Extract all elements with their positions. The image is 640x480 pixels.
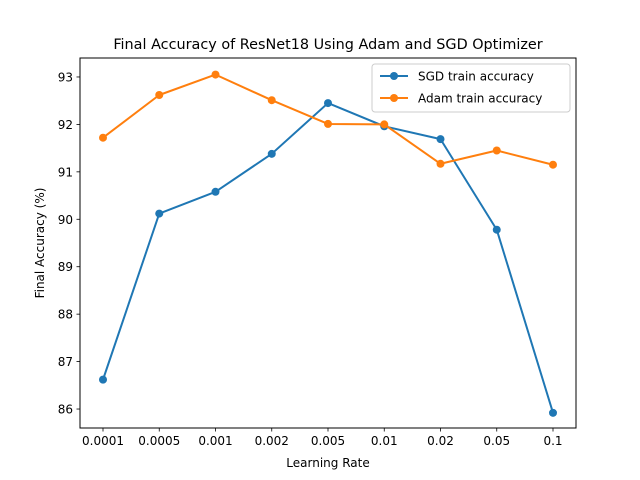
legend-label: SGD train accuracy [418,70,534,84]
data-point-adam [267,96,276,105]
data-point-sgd [549,408,557,417]
legend-box [371,63,571,113]
data-point-adam [436,159,445,168]
y-axis: 86 87 88 89 90 91 92 93 [58,70,80,417]
data-point-adam [492,146,501,155]
x-tick-label: 0.02 [427,434,454,448]
data-point-adam [99,133,107,142]
x-axis-label: Learning Rate [286,456,369,470]
y-tick-label: 92 [58,118,73,132]
data-point-sgd [155,209,164,218]
y-tick-label: 90 [58,213,73,227]
x-tick-label: 0.002 [255,434,289,448]
data-point-adam [155,91,164,99]
y-tick-label: 91 [58,165,73,179]
data-point-sgd [99,375,107,384]
x-tick-label: 0.0001 [82,434,124,448]
x-tick-label: 0.01 [371,434,398,448]
data-point-sgd [492,225,501,234]
chart-title: Final Accuracy of ResNet18 Using Adam an… [113,37,542,53]
data-point-adam [549,160,557,169]
data-point-adam [211,70,220,79]
y-axis-label: Final Accuracy (%) [33,188,47,299]
x-tick-label: 0.0005 [138,434,180,448]
data-point-sgd [324,99,332,108]
data-point-adam [324,119,332,128]
data-point-sgd [267,149,276,158]
x-tick-label: 0.001 [198,434,232,448]
x-tick-label: 0.005 [311,434,345,448]
data-point-sgd [211,187,220,196]
x-tick-label: 0.05 [483,434,510,448]
legend-swatch-marker [390,72,398,80]
x-tick-label: 0.1 [543,434,562,448]
y-tick-label: 89 [58,260,73,274]
legend-label: Adam train accuracy [418,92,542,106]
y-tick-label: 86 [58,403,73,417]
x-axis: 0.0001 0.0005 0.001 0.002 0.005 0.01 0.02 0.05 0… [82,428,563,448]
y-tick-label: 87 [58,355,73,369]
data-point-adam [380,120,389,129]
y-tick-label: 88 [58,308,73,322]
legend: SGD train accuracy Adam train accuracy [371,63,571,113]
data-point-sgd [436,135,445,144]
series-layer [99,70,557,417]
legend-swatch-marker [390,94,398,102]
y-tick-label: 93 [58,70,73,84]
